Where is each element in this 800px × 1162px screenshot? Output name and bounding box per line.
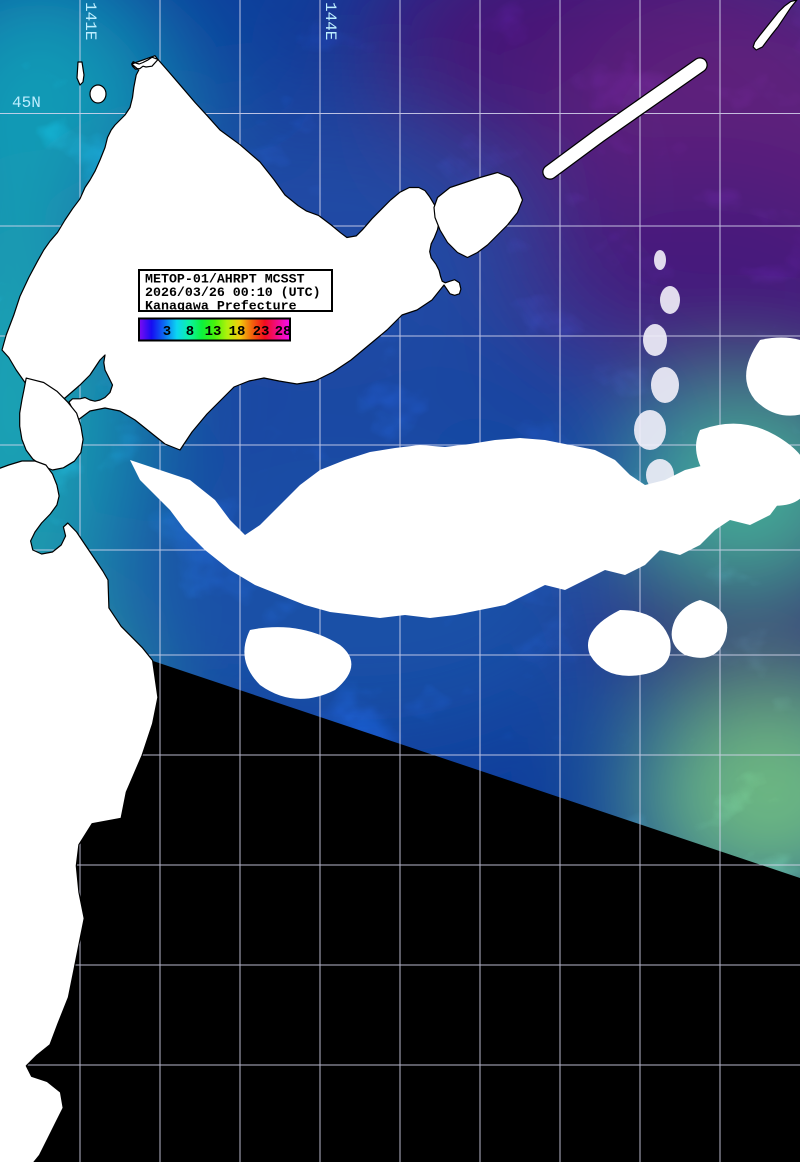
svg-text:28: 28	[275, 324, 292, 340]
svg-text:13: 13	[205, 324, 222, 340]
svg-text:141E: 141E	[81, 2, 99, 40]
svg-text:144E: 144E	[321, 2, 339, 40]
svg-text:18: 18	[229, 324, 246, 340]
svg-text:Kanagawa Prefecture: Kanagawa Prefecture	[145, 299, 297, 314]
svg-text:45N: 45N	[12, 94, 41, 112]
svg-text:8: 8	[186, 324, 194, 340]
svg-text:23: 23	[253, 324, 270, 340]
svg-text:3: 3	[163, 324, 171, 340]
